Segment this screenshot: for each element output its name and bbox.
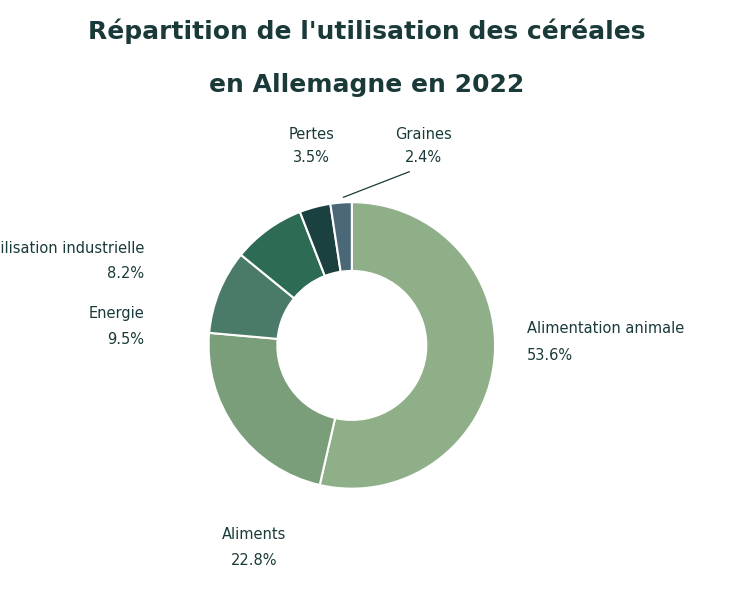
Text: Alimentation animale: Alimentation animale xyxy=(526,321,684,336)
Circle shape xyxy=(277,271,427,420)
Text: 8.2%: 8.2% xyxy=(107,266,144,281)
Wedge shape xyxy=(209,333,335,485)
Text: Utilisation industrielle: Utilisation industrielle xyxy=(0,241,144,256)
Text: 3.5%: 3.5% xyxy=(293,150,330,165)
Text: 53.6%: 53.6% xyxy=(526,348,572,363)
Text: Graines: Graines xyxy=(395,127,452,142)
Wedge shape xyxy=(320,202,495,488)
Text: Energie: Energie xyxy=(89,307,144,321)
Text: Aliments: Aliments xyxy=(222,527,287,542)
Text: Pertes: Pertes xyxy=(289,127,335,142)
Wedge shape xyxy=(241,212,325,298)
Text: Répartition de l'utilisation des céréales: Répartition de l'utilisation des céréale… xyxy=(88,18,645,44)
Wedge shape xyxy=(331,202,352,271)
Text: 9.5%: 9.5% xyxy=(107,332,144,347)
Text: 22.8%: 22.8% xyxy=(231,553,278,568)
Wedge shape xyxy=(300,204,341,276)
Text: en Allemagne en 2022: en Allemagne en 2022 xyxy=(209,73,524,97)
Text: 2.4%: 2.4% xyxy=(405,150,442,165)
Wedge shape xyxy=(209,255,294,339)
